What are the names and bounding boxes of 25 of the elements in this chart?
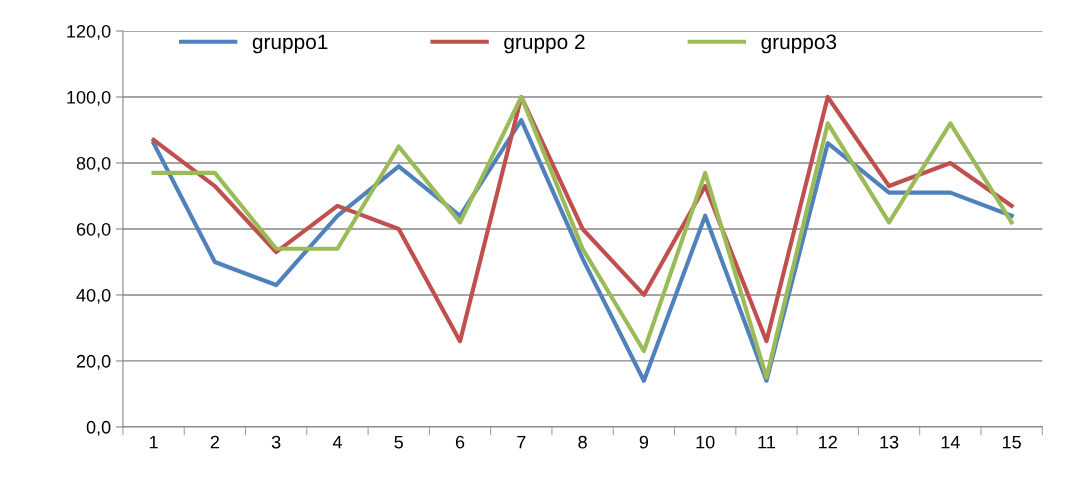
- x-tick-label: 6: [455, 435, 465, 449]
- y-tick-label: 20,0: [76, 354, 111, 370]
- x-tick-label: 10: [696, 435, 715, 449]
- x-tick-label: 12: [819, 435, 837, 449]
- y-tick-label: 60,0: [76, 222, 111, 238]
- x-tick-label: 4: [332, 435, 342, 449]
- y-tick-label: 40,0: [76, 288, 111, 304]
- x-tick-label: 5: [394, 435, 403, 449]
- x-tick-label: 7: [517, 435, 526, 449]
- y-tick-label: 80,0: [76, 156, 111, 172]
- x-tick-label: 15: [1002, 435, 1021, 449]
- legend-label: gruppo1: [252, 34, 328, 54]
- y-tick-label: 0,0: [86, 420, 111, 436]
- x-tick-label: 2: [210, 435, 219, 449]
- y-tick-label: 100,0: [67, 90, 111, 106]
- legend-label: gruppo 2: [504, 34, 585, 54]
- legend-label: gruppo3: [761, 34, 837, 54]
- x-tick-label: 9: [639, 435, 649, 449]
- x-tick-label: 13: [880, 435, 899, 449]
- x-tick-label: 1: [149, 435, 158, 449]
- x-tick-label: 11: [758, 435, 775, 449]
- x-tick-label: 3: [271, 435, 281, 449]
- x-tick-label: 8: [578, 435, 587, 449]
- y-tick-label: 120,0: [67, 24, 111, 40]
- x-tick-label: 14: [941, 435, 960, 449]
